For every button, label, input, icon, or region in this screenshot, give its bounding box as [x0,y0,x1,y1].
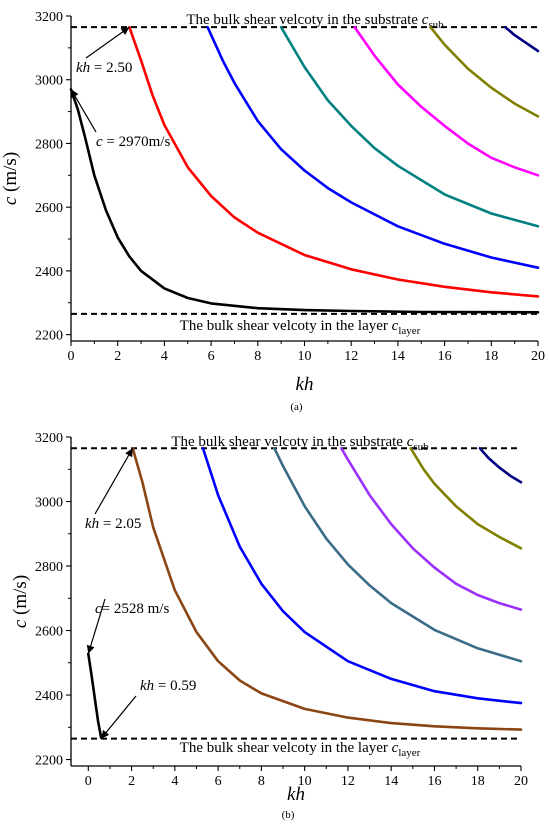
annotation-text-2: c= 2528 m/s [95,601,169,617]
panel-label: (a) [290,401,303,413]
x-tick-label: 14 [391,349,405,364]
x-tick-label: 6 [208,349,215,364]
x-axis-label: kh [296,374,314,395]
x-tick-label: 10 [298,774,312,789]
y-axis-label: c (m/s) [0,152,21,205]
x-tick-label: 8 [254,349,261,364]
x-tick-label: 0 [68,349,75,364]
annotation-arrow-3 [100,695,137,739]
annotation-arrowhead-2 [86,644,95,654]
series-line-3 [206,25,540,269]
series-line-5 [340,447,523,611]
y-tick-label: 2200 [35,754,63,769]
annotation-arrow-2 [87,598,106,654]
y-tick-label: 2200 [35,329,63,344]
series-line-6 [429,25,540,118]
x-tick-label: 2 [128,774,135,789]
series-line-2 [128,25,540,298]
y-tick-label: 2800 [35,137,63,152]
x-tick-label: 20 [531,349,545,364]
x-tick-label: 18 [484,349,498,364]
annotation-arrow-2 [70,88,97,133]
y-tick-label: 2400 [35,265,63,280]
x-tick-label: 16 [427,774,441,789]
annotation-arrowhead-1 [120,27,130,36]
series-line-4 [273,447,523,663]
annotation-text-1: kh = 2.05 [85,516,141,532]
annotation-arrow-1 [85,26,130,59]
annotation-arrowhead-2 [71,89,79,99]
x-tick-label: 6 [215,774,222,789]
annotation-text-2: c = 2970m/s [96,134,170,150]
series-line-1 [69,88,540,314]
annotation-arrowhead-3 [101,729,110,739]
series-line-5 [353,25,540,177]
reference-label-substrate: The bulk shear velcoty in the substrate … [186,12,444,31]
x-tick-label: 10 [298,349,312,364]
chart-panel-2: 0 2 4 6 8 10 12 14 16 18 20 2200 2400 2600 2800 3000 320… [10,431,528,821]
series-line-7 [504,25,540,53]
chart-panel-1: 0 2 4 6 8 10 12 14 16 18 20 2200 2400 2600 2800 3000 320… [0,10,545,413]
x-tick-label: 12 [344,349,358,364]
y-tick-label: 2400 [35,689,63,704]
y-tick-label: 3000 [35,74,63,89]
annotation-arrow-1 [94,447,134,515]
x-tick-label: 12 [341,774,355,789]
reference-label-substrate: The bulk shear velcoty in the substrate … [171,434,429,453]
y-tick-label: 2800 [35,560,63,575]
series-line-4 [279,25,540,228]
reference-label-layer: The bulk shear velcoty in the layer clay… [180,318,421,337]
annotation-text-1: kh = 2.50 [76,60,132,76]
series-line-6 [409,447,523,550]
x-tick-label: 20 [514,774,528,789]
y-tick-label: 3000 [35,496,63,511]
series-line-1 [87,652,103,739]
annotation-text-3: kh = 0.59 [140,678,196,694]
x-axis-label: kh [287,784,305,805]
reference-label-layer: The bulk shear velcoty in the layer clay… [180,740,421,759]
panel-label: (b) [282,809,295,821]
x-tick-label: 2 [114,349,121,364]
x-tick-label: 18 [471,774,485,789]
y-tick-label: 3200 [35,10,63,25]
x-tick-label: 16 [438,349,452,364]
x-tick-label: 4 [161,349,168,364]
x-tick-label: 0 [85,774,92,789]
y-tick-label: 3200 [35,431,63,446]
x-tick-label: 8 [258,774,265,789]
y-axis-label: c (m/s) [10,575,31,628]
series-line-2 [131,447,523,731]
y-tick-label: 2600 [35,201,63,216]
annotation-arrowhead-1 [125,448,133,458]
series-line-3 [201,447,523,705]
y-tick-label: 2600 [35,625,63,640]
x-tick-label: 14 [384,774,398,789]
series-line-7 [478,447,523,484]
x-tick-label: 4 [171,774,178,789]
